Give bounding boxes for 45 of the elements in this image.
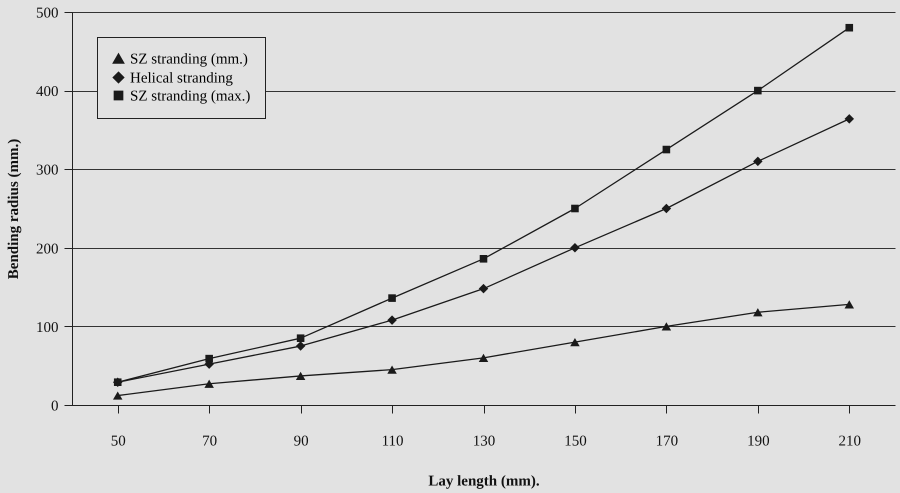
y-tick-label: 400 [36, 84, 58, 100]
y-tick-label: 0 [51, 398, 58, 414]
point [754, 86, 762, 94]
x-tick-label: 110 [382, 434, 404, 450]
point [387, 315, 397, 325]
y-axis-title: Bending radius (mm.) [6, 138, 22, 280]
legend-label: SZ stranding (max.) [130, 88, 250, 104]
point [662, 322, 672, 331]
point [844, 300, 854, 308]
point [571, 204, 579, 212]
legend-label: SZ stranding (mm.) [130, 52, 248, 68]
point [478, 284, 488, 294]
x-tick-label: 50 [110, 434, 126, 450]
point [753, 308, 763, 316]
point [844, 114, 854, 124]
y-tick-label: 200 [36, 241, 58, 258]
y-tick-label: 300 [36, 162, 58, 179]
legend-label: Helical stranding [130, 70, 234, 86]
point [388, 294, 396, 302]
y-tick-label: 100 [36, 320, 58, 336]
point [204, 380, 214, 388]
point [845, 24, 854, 32]
point [296, 341, 306, 351]
point [478, 354, 488, 362]
x-axis-title: Lay length (mm). [428, 474, 540, 490]
x-tick-label: 170 [656, 434, 678, 450]
x-tick-label: 90 [294, 434, 309, 450]
point [662, 204, 672, 214]
point [753, 156, 763, 166]
point [114, 378, 122, 386]
y-tick-label: 500 [36, 6, 58, 22]
point [112, 391, 122, 400]
point [296, 372, 306, 380]
x-tick-label: 130 [472, 434, 496, 450]
x-tick-label: 190 [747, 434, 770, 450]
point [387, 366, 397, 374]
point [662, 146, 670, 154]
x-tick-label: 210 [838, 434, 862, 450]
x-tick-label: 150 [564, 434, 587, 450]
x-tick-label: 70 [202, 434, 218, 450]
point [480, 255, 488, 263]
point [205, 354, 213, 362]
point [570, 243, 580, 253]
point [570, 338, 580, 346]
point [296, 334, 304, 342]
